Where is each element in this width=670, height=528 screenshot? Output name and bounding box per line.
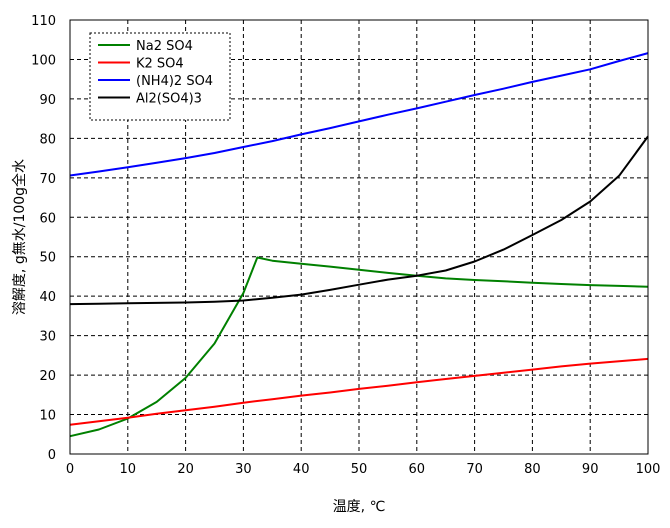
- y-tick-label: 110: [31, 14, 56, 29]
- series-line-2: [69, 52, 649, 177]
- y-axis-title: 溶解度, g無水/100g全水: [11, 159, 28, 315]
- series-lines: [69, 52, 649, 438]
- y-tick-label: 60: [39, 211, 56, 226]
- legend-label: K2 SO4: [136, 57, 184, 72]
- y-tick-label: 10: [39, 409, 56, 424]
- x-tick-label: 20: [177, 462, 194, 477]
- y-tick-label: 40: [39, 290, 56, 305]
- legend-label: Na2 SO4: [136, 39, 193, 54]
- legend-label: Al2(SO4)3: [136, 92, 202, 107]
- x-tick-label: 60: [409, 462, 426, 477]
- y-tick-label: 20: [39, 369, 56, 384]
- series-line-1: [69, 357, 649, 426]
- y-tick-label: 100: [31, 53, 56, 68]
- x-tick-label: 50: [351, 462, 368, 477]
- series-line-3: [69, 135, 649, 306]
- y-tick-label: 50: [39, 251, 56, 266]
- y-tick-label: 0: [48, 448, 56, 463]
- x-tick-label: 40: [293, 462, 310, 477]
- plot-area-frame: [69, 19, 649, 455]
- legend-label: (NH4)2 SO4: [136, 74, 213, 89]
- chart-legend: Na2 SO4 K2 SO4 (NH4)2 SO4 Al2(SO4)3: [89, 32, 231, 121]
- legend-items: Na2 SO4 K2 SO4 (NH4)2 SO4 Al2(SO4)3: [98, 39, 213, 107]
- series-line-0: [69, 256, 649, 438]
- x-tick-label: 10: [120, 462, 137, 477]
- y-tick-label: 80: [39, 132, 56, 147]
- x-tick-label: 90: [582, 462, 599, 477]
- x-tick-label: 0: [66, 462, 74, 477]
- x-tick-label: 80: [524, 462, 541, 477]
- axis-tick-labels: 0 10 20 30 40 50 60 70 80 90 100 0 10 20 30 40 50 60 70 80 9…: [31, 14, 660, 477]
- x-tick-label: 70: [466, 462, 483, 477]
- x-tick-label: 30: [235, 462, 252, 477]
- y-tick-label: 70: [39, 172, 56, 187]
- y-tick-label: 30: [39, 330, 56, 345]
- legend-box: [89, 32, 231, 121]
- grid-lines: [70, 20, 648, 454]
- x-tick-label: 100: [636, 462, 661, 477]
- y-tick-label: 90: [39, 93, 56, 108]
- x-axis-title: 温度, ℃: [333, 499, 386, 515]
